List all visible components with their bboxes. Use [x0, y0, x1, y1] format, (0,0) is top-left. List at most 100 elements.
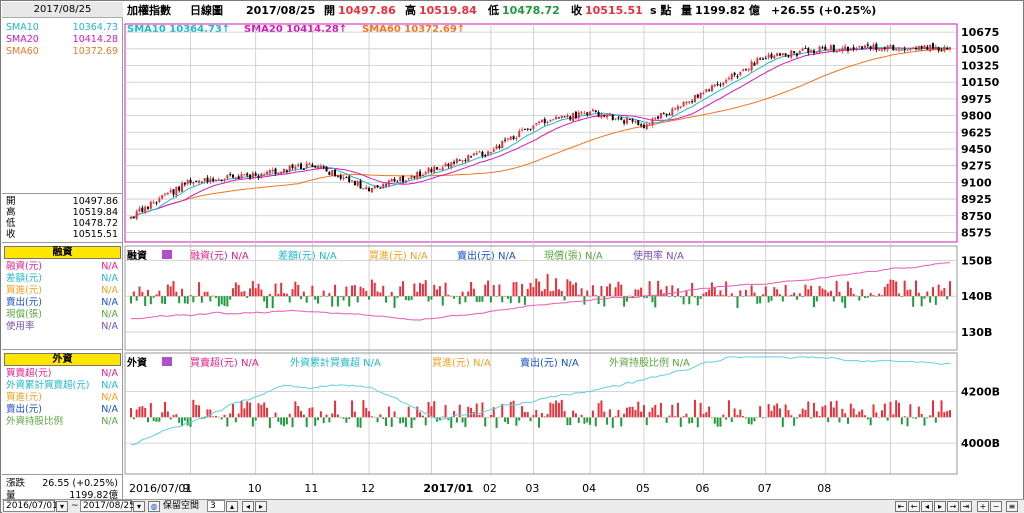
foreign-bar — [790, 415, 793, 418]
foreign-bar — [631, 406, 634, 418]
margin-bar — [812, 296, 815, 308]
margin-legend-item: 賣出(元) N/A — [457, 249, 516, 262]
candle-body — [132, 217, 135, 219]
margin-bar — [495, 296, 498, 297]
margin-bar — [155, 294, 158, 297]
low-label: 低 — [487, 3, 499, 17]
foreign-bar — [662, 417, 665, 418]
reserve-stepper-icon[interactable]: ▴ — [226, 501, 238, 512]
candle-body — [583, 113, 586, 115]
candle-body — [566, 115, 569, 117]
price-tick-label: 9975 — [961, 93, 992, 106]
foreign-bar — [892, 414, 895, 418]
margin-panel: 150B 140B 130B 融資 融資(元) N/A 差額(元) N/A 買進(元) N/… — [124, 245, 992, 351]
margin-bar — [504, 295, 507, 297]
foreign-bar — [702, 413, 705, 418]
info-row: 買進(元) N/A — [6, 392, 118, 403]
margin-bar — [589, 295, 592, 297]
margin-bar — [872, 295, 875, 297]
foreign-bar — [362, 400, 365, 418]
candle-body — [897, 49, 900, 51]
settings-icon[interactable]: ≡ — [1006, 501, 1018, 512]
margin-bar — [914, 280, 917, 297]
candle-body — [515, 137, 518, 139]
foreign-bar — [294, 401, 297, 418]
candle-body — [883, 47, 886, 50]
candle-body — [407, 178, 410, 180]
foreign-bar — [280, 417, 283, 425]
start-date-dropdown-icon[interactable]: ▾ — [56, 501, 68, 512]
info-panel: 2017/08/25 SMA10 10364.73 SMA20 10414.28 SMA… — [2, 2, 123, 501]
margin-bar — [424, 280, 427, 297]
foreign-bar — [416, 406, 419, 418]
foreign-bar — [804, 409, 807, 418]
margin-bar — [557, 289, 560, 297]
foreign-bar — [563, 411, 566, 418]
scroll-left-icon[interactable]: ◂ — [242, 501, 254, 512]
prev-page-icon[interactable]: ← — [908, 501, 920, 512]
candle-body — [773, 55, 776, 59]
candle-body — [348, 176, 351, 182]
margin-bar — [645, 296, 648, 298]
candle-body — [280, 171, 283, 174]
margin-bar — [838, 291, 841, 297]
candle-body — [642, 124, 645, 129]
margin-bar — [761, 294, 764, 297]
candle-body — [317, 166, 320, 169]
margin-bar — [608, 283, 611, 297]
foreign-bar — [277, 417, 280, 422]
margin-bar — [594, 295, 597, 297]
next-page-icon[interactable]: → — [947, 501, 959, 512]
margin-bar — [546, 274, 549, 297]
candle-body — [399, 176, 402, 182]
margin-bar — [328, 293, 331, 297]
info-row-value: N/A — [101, 261, 118, 272]
reserve-input[interactable]: 3 — [207, 500, 225, 512]
foreign-bar — [849, 403, 852, 418]
foreign-bar — [135, 409, 138, 418]
start-date-field[interactable]: 2016/07/01 — [3, 500, 58, 512]
candle-body — [691, 101, 694, 103]
candle-body — [240, 174, 243, 179]
margin-bar — [158, 290, 161, 297]
candle-body — [379, 187, 382, 189]
foreign-bar — [671, 404, 674, 418]
foreign-bar — [756, 417, 759, 418]
last-page-icon[interactable]: ⇥ — [960, 501, 972, 512]
candle-body — [365, 187, 368, 189]
end-date-field[interactable]: 2017/08/25 — [80, 500, 135, 512]
margin-bar — [251, 281, 254, 297]
end-date-dropdown-icon[interactable]: ▾ — [133, 501, 145, 512]
margin-bar — [291, 289, 294, 297]
candle-body — [438, 168, 441, 170]
margin-bar — [212, 295, 215, 297]
foreign-bar — [178, 417, 181, 423]
candle-body — [623, 120, 626, 124]
margin-bar — [487, 280, 490, 297]
candle-body — [501, 140, 504, 149]
info-row-label: 高 — [6, 207, 16, 218]
zoom-in-icon[interactable]: + — [977, 501, 989, 512]
prev-icon[interactable]: ◂ — [921, 501, 933, 512]
foreign-bar — [155, 417, 158, 422]
foreign-bar — [376, 417, 379, 423]
zoom-out-icon[interactable]: − — [990, 501, 1002, 512]
first-page-icon[interactable]: ⇤ — [895, 501, 907, 512]
chart-svg[interactable]: 加權指數 日線圖 2017/08/25 開 10497.86 高 10519.8… — [124, 2, 1023, 499]
next-icon[interactable]: ▸ — [934, 501, 946, 512]
info-row: 外資持股比例 N/A — [6, 416, 118, 427]
globe-icon[interactable]: ◍ — [148, 501, 160, 512]
info-row: 外資累計買賣超(元) N/A — [6, 380, 118, 391]
scroll-right-icon[interactable]: ▸ — [255, 501, 267, 512]
foreign-bar — [254, 417, 257, 421]
margin-bar — [379, 292, 382, 297]
foreign-bar — [889, 401, 892, 418]
candle-body — [260, 173, 263, 177]
foreign-bar — [696, 417, 699, 428]
margin-bar — [314, 296, 317, 300]
foreign-bar — [470, 408, 473, 418]
margin-bar — [280, 282, 283, 297]
foreign-bar — [506, 417, 509, 424]
candle-body — [206, 177, 209, 182]
chart-area[interactable]: 加權指數 日線圖 2017/08/25 開 10497.86 高 10519.8… — [124, 2, 1023, 499]
